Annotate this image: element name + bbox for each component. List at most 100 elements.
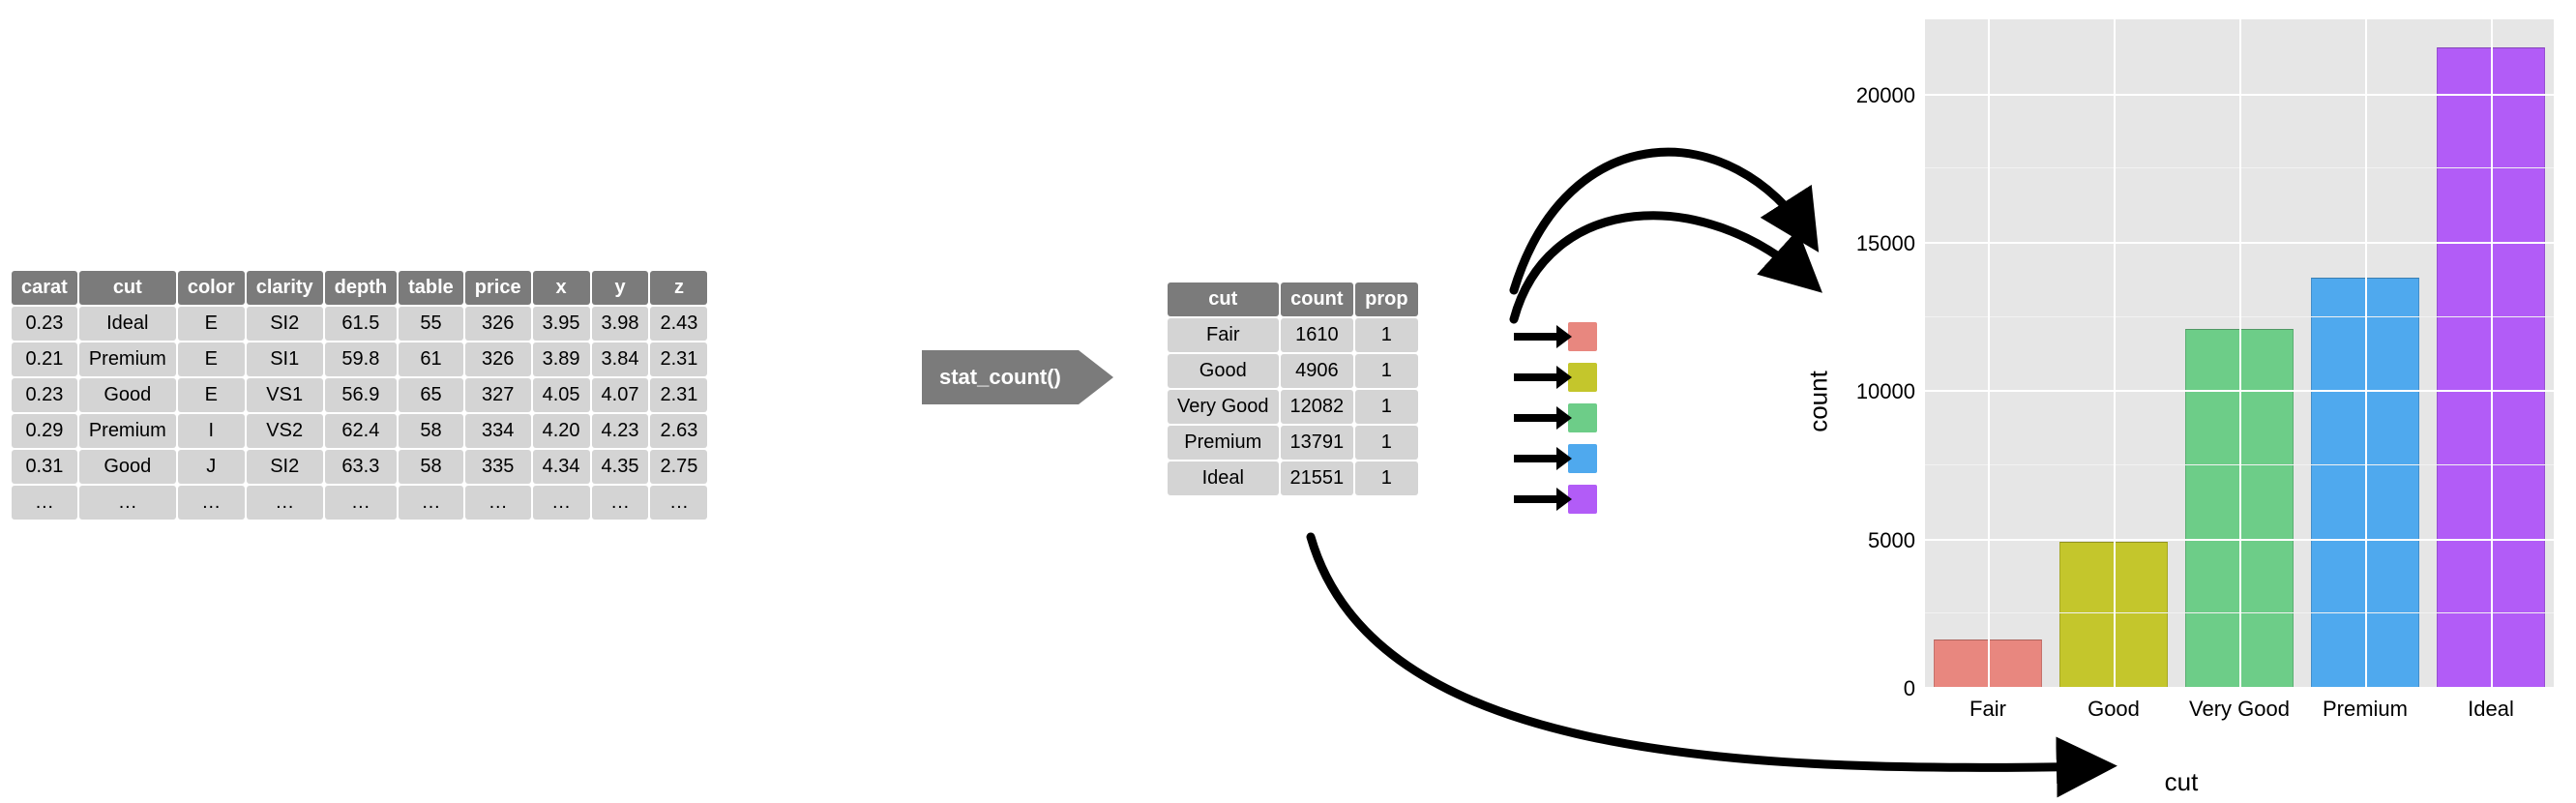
swatch-row bbox=[1514, 364, 1597, 391]
table-cell: 3.98 bbox=[592, 307, 649, 341]
table-cell: Fair bbox=[1168, 318, 1279, 352]
color-swatch bbox=[1568, 363, 1597, 392]
stat-count-arrow: stat_count() bbox=[922, 350, 1113, 404]
vgridline bbox=[1988, 19, 1990, 687]
table-cell: 327 bbox=[465, 378, 531, 412]
table-row: 0.21PremiumESI159.8613263.893.842.31 bbox=[12, 342, 707, 376]
raw-col-header: color bbox=[178, 271, 245, 305]
table-row: Very Good120821 bbox=[1168, 390, 1418, 424]
vgridline bbox=[2491, 19, 2493, 687]
table-cell: 58 bbox=[399, 414, 463, 448]
table-cell: 4.35 bbox=[592, 450, 649, 484]
table-cell: 0.31 bbox=[12, 450, 77, 484]
table-row: Premium137911 bbox=[1168, 426, 1418, 460]
y-tick-label: 20000 bbox=[1830, 83, 1915, 108]
table-cell: 2.43 bbox=[650, 307, 707, 341]
table-cell: Premium bbox=[79, 414, 176, 448]
arrow-right-icon bbox=[1514, 455, 1558, 462]
table-row: 0.29PremiumIVS262.4583344.204.232.63 bbox=[12, 414, 707, 448]
table-cell: 2.31 bbox=[650, 378, 707, 412]
table-cell: 65 bbox=[399, 378, 463, 412]
swatch-row bbox=[1514, 404, 1597, 431]
summary-col-header: count bbox=[1281, 283, 1354, 316]
table-cell: 59.8 bbox=[325, 342, 397, 376]
table-cell: E bbox=[178, 378, 245, 412]
table-cell: Premium bbox=[79, 342, 176, 376]
stat-count-label: stat_count() bbox=[922, 350, 1079, 404]
raw-col-header: z bbox=[650, 271, 707, 305]
table-cell: I bbox=[178, 414, 245, 448]
table-row: 0.23IdealESI261.5553263.953.982.43 bbox=[12, 307, 707, 341]
table-cell: 2.31 bbox=[650, 342, 707, 376]
color-swatch bbox=[1568, 403, 1597, 432]
table-cell: SI2 bbox=[247, 450, 323, 484]
table-cell: 1610 bbox=[1281, 318, 1354, 352]
table-cell: … bbox=[592, 486, 649, 520]
table-cell: 1 bbox=[1355, 390, 1417, 424]
bar-chart: count 05000100001500020000 FairGoodVery … bbox=[1799, 10, 2563, 793]
table-cell: 61 bbox=[399, 342, 463, 376]
x-tick-label: Ideal bbox=[2428, 693, 2554, 722]
table-row: Ideal215511 bbox=[1168, 461, 1418, 495]
summary-table-wrap: cutcountprop Fair16101Good49061Very Good… bbox=[1166, 281, 1420, 497]
y-tick-label: 15000 bbox=[1830, 231, 1915, 256]
raw-col-header: depth bbox=[325, 271, 397, 305]
table-cell: 56.9 bbox=[325, 378, 397, 412]
raw-col-header: price bbox=[465, 271, 531, 305]
x-tick-label: Fair bbox=[1925, 693, 2051, 722]
table-cell: … bbox=[399, 486, 463, 520]
table-row: 0.23GoodEVS156.9653274.054.072.31 bbox=[12, 378, 707, 412]
table-cell: 4.23 bbox=[592, 414, 649, 448]
x-tick-label: Good bbox=[2051, 693, 2176, 722]
table-cell: 0.29 bbox=[12, 414, 77, 448]
table-row: 0.31GoodJSI263.3583354.344.352.75 bbox=[12, 450, 707, 484]
raw-col-header: carat bbox=[12, 271, 77, 305]
summary-table: cutcountprop Fair16101Good49061Very Good… bbox=[1166, 281, 1420, 497]
table-cell: … bbox=[650, 486, 707, 520]
raw-col-header: clarity bbox=[247, 271, 323, 305]
table-cell: 58 bbox=[399, 450, 463, 484]
raw-col-header: cut bbox=[79, 271, 176, 305]
y-tick-label: 5000 bbox=[1830, 528, 1915, 553]
table-cell: … bbox=[465, 486, 531, 520]
vgridline bbox=[2239, 19, 2241, 687]
table-cell: 326 bbox=[465, 342, 531, 376]
table-cell: 21551 bbox=[1281, 461, 1354, 495]
table-cell: 1 bbox=[1355, 426, 1417, 460]
table-cell: 326 bbox=[465, 307, 531, 341]
gridline bbox=[1925, 687, 2554, 689]
arrow-head-icon bbox=[1079, 350, 1113, 404]
color-swatch bbox=[1568, 322, 1597, 351]
table-cell: 3.95 bbox=[533, 307, 590, 341]
table-cell: SI2 bbox=[247, 307, 323, 341]
table-cell: 334 bbox=[465, 414, 531, 448]
flow-arrow bbox=[1514, 216, 1809, 319]
arrow-right-icon bbox=[1514, 495, 1558, 503]
table-cell: … bbox=[178, 486, 245, 520]
y-axis-label: count bbox=[1803, 371, 1833, 432]
table-cell: … bbox=[325, 486, 397, 520]
table-cell: 3.84 bbox=[592, 342, 649, 376]
arrow-right-icon bbox=[1514, 414, 1558, 422]
table-cell: 0.23 bbox=[12, 378, 77, 412]
table-cell: E bbox=[178, 342, 245, 376]
y-tick-label: 10000 bbox=[1830, 379, 1915, 404]
raw-data-table: caratcutcolorclaritydepthtablepricexyz 0… bbox=[10, 269, 709, 521]
table-cell: 61.5 bbox=[325, 307, 397, 341]
table-cell: SI1 bbox=[247, 342, 323, 376]
table-cell: Ideal bbox=[79, 307, 176, 341]
table-cell: 1 bbox=[1355, 354, 1417, 388]
table-cell: VS1 bbox=[247, 378, 323, 412]
table-cell: 12082 bbox=[1281, 390, 1354, 424]
table-cell: … bbox=[12, 486, 77, 520]
table-cell: 2.75 bbox=[650, 450, 707, 484]
x-axis-label: cut bbox=[2165, 767, 2199, 797]
swatch-row bbox=[1514, 445, 1597, 472]
table-cell: … bbox=[533, 486, 590, 520]
vgridline bbox=[2114, 19, 2116, 687]
table-cell: Good bbox=[1168, 354, 1279, 388]
table-cell: 335 bbox=[465, 450, 531, 484]
vgridline bbox=[2365, 19, 2367, 687]
plot-panel bbox=[1925, 19, 2554, 687]
swatch-row bbox=[1514, 323, 1597, 350]
